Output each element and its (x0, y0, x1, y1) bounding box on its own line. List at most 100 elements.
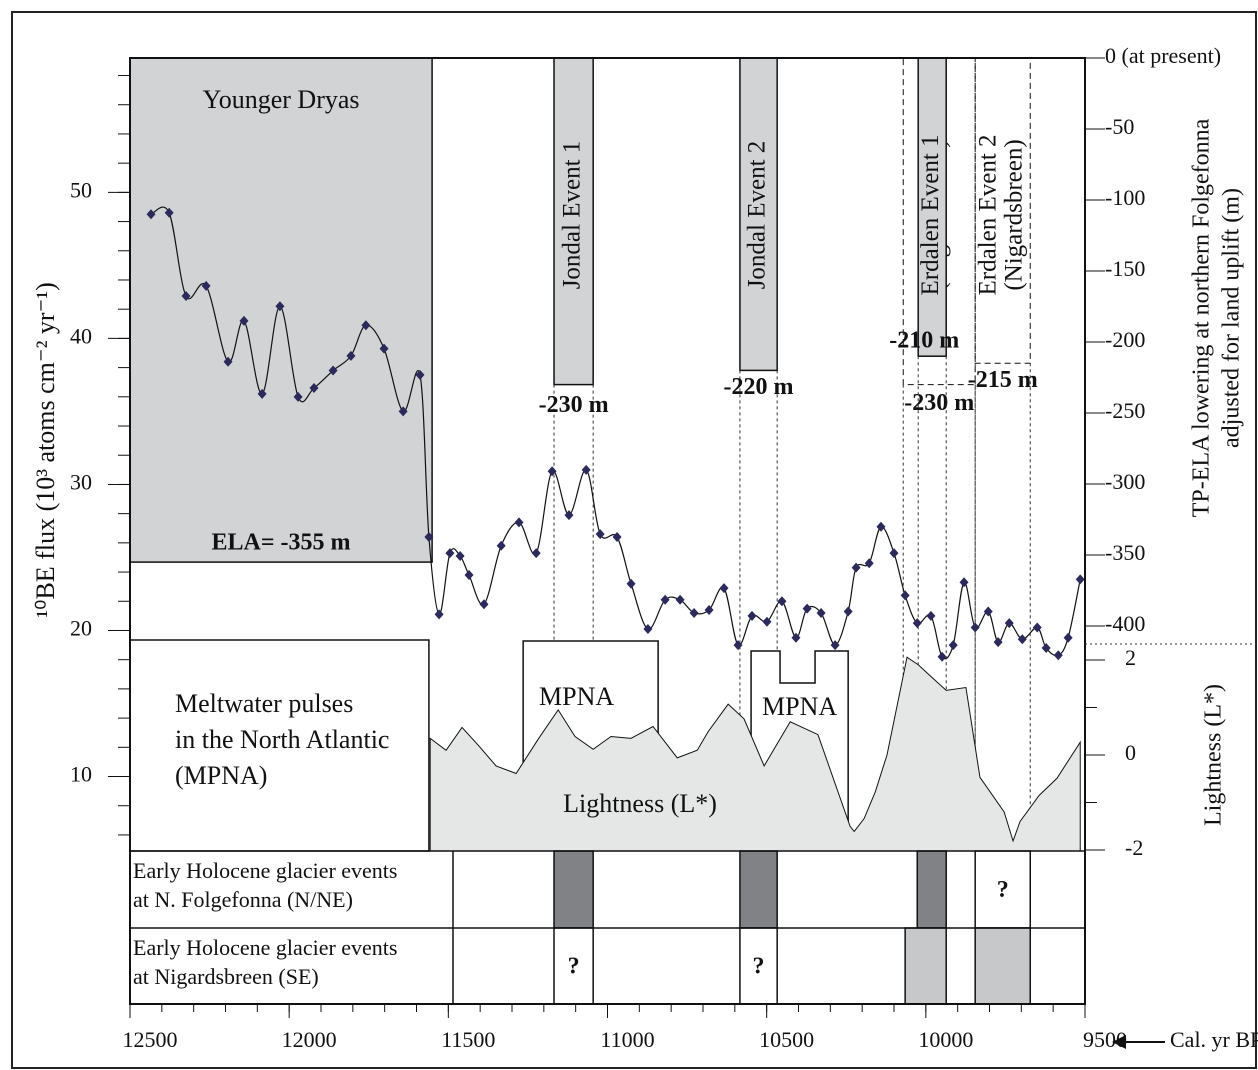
y-axis-title: ¹⁰BE flux (10³ atoms cm⁻² yr⁻¹) (31, 282, 60, 618)
flux-point (398, 406, 408, 417)
y2-tick-label: -200 (1105, 327, 1145, 352)
flux-point (531, 548, 541, 559)
x-arrow-head (1112, 1035, 1126, 1049)
y-tick-label: 50 (70, 177, 92, 202)
younger-dryas-box (129, 57, 433, 563)
flux-point (864, 558, 874, 569)
flux-point (626, 578, 636, 589)
x-tick-label: 12500 (123, 1027, 178, 1052)
y2-tick-label: -350 (1105, 540, 1145, 565)
flux-point (257, 388, 267, 399)
event-ela-label: -215 m (968, 367, 1038, 393)
y2-tick-label: -250 (1105, 398, 1145, 423)
meltwater-label: (MPNA) (175, 761, 267, 790)
younger-dryas-label: Younger Dryas (203, 85, 360, 114)
y3-tick-label: -2 (1125, 835, 1143, 860)
flux-point (496, 540, 506, 551)
flux-point (514, 517, 524, 528)
event-box-label: ? (753, 954, 765, 980)
y2-axis-title: adjusted for land uplift (m) (1219, 188, 1245, 448)
y2-axis-title: TP-ELA lowering at northern Folgefonna (1189, 118, 1215, 517)
flux-point (564, 510, 574, 521)
flux-point (309, 383, 319, 394)
y3-tick-label: 2 (1125, 645, 1136, 670)
flux-point (660, 594, 670, 605)
mpna-label: MPNA (539, 682, 614, 711)
flux-point (379, 343, 389, 354)
flux-point (876, 521, 886, 532)
flux-point (293, 391, 303, 402)
flux-point (983, 606, 993, 617)
flux-point (1004, 618, 1014, 629)
flux-point (346, 350, 356, 361)
flux-point (889, 548, 899, 559)
flux-point (328, 365, 338, 376)
event-box-label: ? (997, 877, 1009, 903)
flux-point (900, 590, 910, 601)
flux-point (689, 607, 699, 618)
flux-point (733, 640, 743, 651)
row-label: Early Holocene glacier events (133, 858, 397, 883)
meltwater-label: in the North Atlantic (175, 725, 389, 754)
x-tick-label: 11000 (600, 1027, 654, 1052)
event-label: (Nigardsbreen) (1000, 139, 1027, 290)
flux-point (704, 605, 714, 616)
event-ela-label: -230 m (539, 392, 609, 418)
flux-point (762, 616, 772, 627)
flux-point (970, 622, 980, 633)
event-ela-label: -210 m (889, 328, 959, 354)
event-label: Jondal Event 2 (743, 141, 770, 290)
row-label: at Nigardsbreen (SE) (133, 964, 319, 989)
x-tick-label: 11500 (441, 1027, 495, 1052)
y3-axis-title: Lightness (L*) (1201, 684, 1227, 826)
event-ela-label: -220 m (724, 374, 794, 400)
flux-point (719, 583, 729, 594)
flux-point (464, 569, 474, 580)
flux-point (434, 609, 444, 620)
flux-point (445, 548, 455, 559)
event-ela-label: -230 m (904, 390, 974, 416)
row-label: at N. Folgefonna (N/NE) (133, 887, 353, 912)
flux-point (1017, 634, 1027, 645)
flux-point (643, 624, 653, 635)
flux-point (851, 562, 861, 573)
flux-point (926, 610, 936, 621)
x-tick-label: 12000 (282, 1027, 337, 1052)
flux-point (595, 529, 605, 540)
flux-point (223, 356, 233, 367)
flux-point (181, 291, 191, 302)
flux-point (843, 606, 853, 617)
flux-point (164, 207, 174, 218)
flux-point (1032, 622, 1042, 633)
y2-tick-label: -400 (1105, 611, 1145, 636)
y-tick-label: 40 (70, 323, 92, 348)
meltwater-label: Meltwater pulses (175, 689, 353, 718)
y2-tick-label: -150 (1105, 256, 1145, 281)
flux-point (455, 550, 465, 561)
outer-frame (11, 11, 1257, 1069)
meltwater-box (129, 639, 430, 852)
event-box (916, 850, 947, 929)
flux-point (777, 596, 787, 607)
lightness-area (429, 656, 1081, 852)
flux-point (937, 651, 947, 662)
event-label: Jondal Event 1 (558, 141, 585, 290)
flux-point (1053, 650, 1063, 661)
flux-point (802, 603, 812, 614)
y2-tick-label: -300 (1105, 469, 1145, 494)
flux-point (912, 618, 922, 629)
event-bar (739, 57, 778, 372)
flux-point (361, 320, 371, 331)
lightness-label: Lightness (L*) (563, 789, 717, 818)
flux-point (993, 637, 1003, 648)
event-box-label: ? (568, 954, 580, 980)
flux-point (275, 301, 285, 312)
x-tick-label: 10500 (759, 1027, 814, 1052)
flux-point (959, 577, 969, 588)
event-box (739, 850, 778, 929)
y2-tick-label: 0 (at present) (1105, 43, 1221, 68)
y2-tick-label: -50 (1105, 114, 1134, 139)
flux-point (424, 532, 434, 543)
x-tick-label: 10000 (918, 1027, 973, 1052)
flux-point (581, 464, 591, 475)
